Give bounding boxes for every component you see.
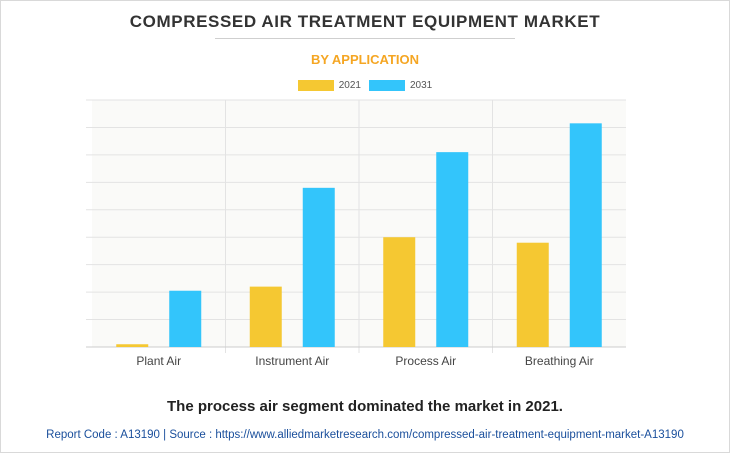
footer-source: Report Code : A13190 | Source : https://…	[46, 429, 684, 441]
bar-breathing-air-2021	[516, 242, 549, 347]
legend-label-2031: 2031	[410, 80, 433, 91]
headline-text: The process air segment dominated the ma…	[167, 398, 563, 415]
bar-process-air-2021	[383, 237, 416, 347]
title-divider	[215, 38, 515, 39]
bar-breathing-air-2031	[569, 123, 602, 347]
bar-process-air-2031	[436, 152, 469, 347]
x-tick-label-process-air: Process Air	[395, 354, 456, 368]
chart-title: COMPRESSED AIR TREATMENT EQUIPMENT MARKE…	[129, 12, 601, 31]
bar-plant-air-2031	[169, 290, 202, 347]
x-tick-label-plant-air: Plant Air	[136, 354, 181, 368]
legend-swatch-2021	[297, 80, 334, 91]
bar-plant-air-2021	[116, 344, 149, 347]
legend-swatch-2031	[369, 80, 405, 91]
bar-instrument-air-2031	[302, 187, 335, 347]
legend: 2021 2031	[0, 80, 730, 91]
chart-subtitle: BY APPLICATION	[310, 52, 420, 67]
bar-instrument-air-2021	[249, 286, 282, 347]
legend-item-2021: 2021	[297, 80, 361, 91]
legend-item-2031: 2031	[369, 80, 432, 91]
legend-label-2021: 2021	[338, 80, 361, 91]
x-tick-label-breathing-air: Breathing Air	[525, 354, 594, 368]
x-tick-label-instrument-air: Instrument Air	[255, 354, 329, 368]
